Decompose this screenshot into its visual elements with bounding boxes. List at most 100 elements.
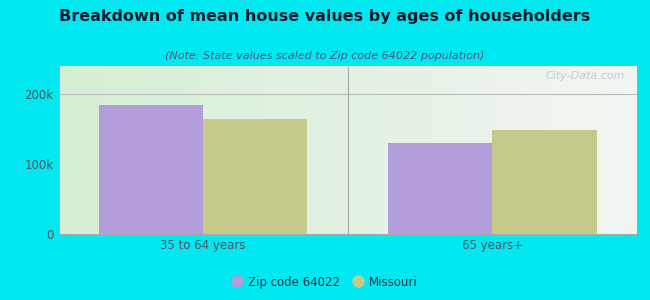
Bar [244,66,246,234]
Bar [73,66,76,234]
Bar [452,66,455,234]
Bar [96,66,99,234]
Bar [362,66,365,234]
Bar [157,66,160,234]
Bar [270,66,272,234]
Bar [209,66,212,234]
Bar [203,118,307,234]
Bar [423,66,426,234]
Bar [501,66,504,234]
Bar [174,66,177,234]
Bar [461,66,463,234]
Bar [545,66,547,234]
Bar [58,66,61,234]
Bar [475,66,478,234]
Bar [70,66,73,234]
Bar [481,66,484,234]
Bar [296,66,298,234]
Bar [371,66,374,234]
Bar [356,66,359,234]
Bar [507,66,510,234]
Bar [504,66,507,234]
Bar [313,66,316,234]
Bar [608,66,611,234]
Bar [136,66,140,234]
Bar [420,66,423,234]
Bar [322,66,324,234]
Bar [87,66,90,234]
Bar [298,66,302,234]
Bar [603,66,605,234]
Bar [634,66,637,234]
Bar [515,66,519,234]
Bar [553,66,556,234]
Bar [619,66,623,234]
Bar [250,66,252,234]
Bar [588,66,591,234]
Bar [261,66,264,234]
Bar [114,66,116,234]
Bar [519,66,521,234]
Bar [61,66,64,234]
Bar [140,66,142,234]
Bar [310,66,313,234]
Bar [368,66,371,234]
Bar [348,66,350,234]
Text: Breakdown of mean house values by ages of householders: Breakdown of mean house values by ages o… [59,9,591,24]
Bar [388,143,493,234]
Bar [385,66,388,234]
Bar [148,66,151,234]
Bar [105,66,108,234]
Bar [131,66,134,234]
Bar [99,104,203,234]
Bar [403,66,406,234]
Bar [614,66,617,234]
Bar [330,66,333,234]
Bar [266,66,270,234]
Bar [154,66,157,234]
Bar [220,66,224,234]
Bar [536,66,539,234]
Text: City-Data.com: City-Data.com [546,71,625,81]
Bar [577,66,579,234]
Bar [84,66,87,234]
Bar [350,66,354,234]
Bar [145,66,148,234]
Bar [484,66,487,234]
Bar [493,66,495,234]
Bar [611,66,614,234]
Bar [443,66,446,234]
Bar [255,66,258,234]
Bar [252,66,255,234]
Bar [229,66,232,234]
Text: (Note: State values scaled to Zip code 64022 population): (Note: State values scaled to Zip code 6… [165,51,485,61]
Bar [168,66,172,234]
Bar [380,66,382,234]
Bar [125,66,128,234]
Bar [388,66,391,234]
Bar [276,66,278,234]
Bar [316,66,318,234]
Bar [166,66,168,234]
Bar [128,66,131,234]
Bar [489,66,493,234]
Bar [463,66,466,234]
Bar [411,66,414,234]
Bar [435,66,437,234]
Bar [226,66,229,234]
Bar [142,66,146,234]
Bar [336,66,339,234]
Bar [571,66,573,234]
Bar [281,66,284,234]
Bar [597,66,599,234]
Bar [304,66,307,234]
Bar [623,66,625,234]
Bar [513,66,515,234]
Bar [359,66,362,234]
Bar [318,66,322,234]
Bar [629,66,631,234]
Bar [455,66,458,234]
Bar [160,66,162,234]
Bar [449,66,452,234]
Bar [292,66,296,234]
